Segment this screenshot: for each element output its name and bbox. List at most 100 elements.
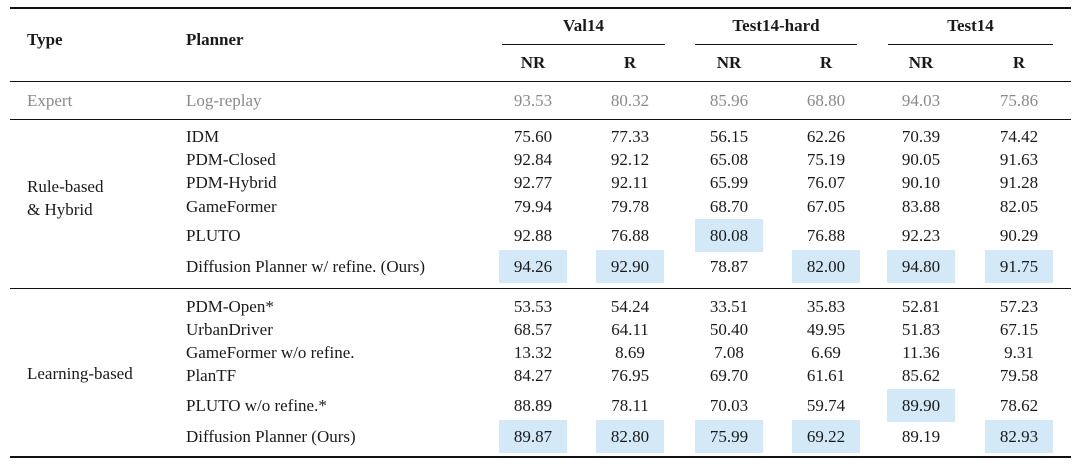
subcolumn-header: R bbox=[623, 53, 637, 72]
section-type-label: & Hybrid bbox=[27, 200, 93, 219]
table-cell-value: 56.15 bbox=[709, 127, 749, 146]
table-cell-value: 79.94 bbox=[513, 197, 553, 216]
table-cell-value: 89.87 bbox=[513, 427, 553, 446]
group-underline-1 bbox=[502, 44, 665, 45]
table-cell-value: 91.28 bbox=[999, 173, 1039, 192]
group-underline-2 bbox=[695, 44, 857, 45]
table-cell-value: 85.62 bbox=[901, 366, 941, 385]
table-cell-value: 78.62 bbox=[999, 396, 1039, 415]
table-cell-value: 13.32 bbox=[513, 343, 553, 362]
table-cell-value: 82.05 bbox=[999, 197, 1039, 216]
highlight-box bbox=[887, 389, 955, 422]
table-cell-value: 54.24 bbox=[610, 297, 650, 316]
table-cell-value: 51.83 bbox=[901, 320, 941, 339]
section-type-label: Learning-based bbox=[27, 364, 133, 383]
section-rule-2 bbox=[10, 288, 1071, 289]
table-cell-value: 91.75 bbox=[999, 257, 1039, 276]
table-cell-value: 53.53 bbox=[513, 297, 553, 316]
table-cell-value: 75.99 bbox=[709, 427, 749, 446]
table-cell-value: 82.00 bbox=[806, 257, 846, 276]
table-cell-value: 92.84 bbox=[513, 150, 553, 169]
planner-name: IDM bbox=[186, 127, 220, 146]
table-cell-value: 75.60 bbox=[513, 127, 553, 146]
table-cell-value: 82.93 bbox=[999, 427, 1039, 446]
table-cell-value: 76.07 bbox=[806, 173, 846, 192]
table-cell-value: 65.08 bbox=[709, 150, 749, 169]
highlight-box bbox=[499, 420, 567, 453]
table-cell-value: 89.90 bbox=[901, 396, 941, 415]
table-cell-value: 35.83 bbox=[806, 297, 846, 316]
table-cell-value: 90.10 bbox=[901, 173, 941, 192]
planner-name: UrbanDriver bbox=[186, 320, 273, 339]
column-group-header: Test14 bbox=[947, 16, 994, 35]
planner-name: Diffusion Planner (Ours) bbox=[186, 427, 356, 446]
highlight-box bbox=[792, 250, 860, 283]
table-cell-value: 90.29 bbox=[999, 226, 1039, 245]
table-cell-value: 77.33 bbox=[610, 127, 650, 146]
subcolumn-header: R bbox=[1012, 53, 1026, 72]
table-cell-value: 90.05 bbox=[901, 150, 941, 169]
table-cell-value: 84.27 bbox=[513, 366, 553, 385]
column-header-planner: Planner bbox=[186, 30, 244, 49]
table-cell-value: 83.88 bbox=[901, 197, 941, 216]
table-cell-value: 94.80 bbox=[901, 257, 941, 276]
header-bottom-rule bbox=[10, 81, 1071, 82]
table-cell-value: 70.39 bbox=[901, 127, 941, 146]
section-type-label: Rule-based bbox=[27, 177, 104, 196]
highlight-box bbox=[985, 420, 1053, 453]
table-cell-value: 65.99 bbox=[709, 173, 749, 192]
table-cell-value: 70.03 bbox=[709, 396, 749, 415]
planner-name: GameFormer w/o refine. bbox=[186, 343, 355, 362]
table-cell-value: 49.95 bbox=[806, 320, 846, 339]
table-cell-value: 33.51 bbox=[709, 297, 749, 316]
subcolumn-header: NR bbox=[716, 53, 742, 72]
table-cell-value: 92.12 bbox=[610, 150, 650, 169]
group-underline-3 bbox=[888, 44, 1053, 45]
table-cell-value: 68.70 bbox=[709, 197, 749, 216]
highlight-box bbox=[792, 420, 860, 453]
table-cell-value: 61.61 bbox=[806, 366, 846, 385]
table-cell-value: 50.40 bbox=[709, 320, 749, 339]
table-cell-value: 9.31 bbox=[1004, 343, 1034, 362]
column-group-header: Test14-hard bbox=[732, 16, 820, 35]
table-cell-value: 92.88 bbox=[513, 226, 553, 245]
planner-name: PDM-Closed bbox=[186, 150, 276, 169]
top-rule bbox=[10, 7, 1071, 9]
highlight-box bbox=[499, 250, 567, 283]
subcolumn-header: NR bbox=[520, 53, 546, 72]
expert-value: 93.53 bbox=[513, 91, 553, 110]
table-cell-value: 62.26 bbox=[806, 127, 846, 146]
planner-name: PDM-Open* bbox=[186, 297, 274, 316]
highlight-box bbox=[695, 219, 763, 252]
table-cell-value: 64.11 bbox=[611, 320, 649, 339]
table-cell-value: 74.42 bbox=[999, 127, 1039, 146]
highlight-box bbox=[985, 250, 1053, 283]
table-cell-value: 76.88 bbox=[806, 226, 846, 245]
table-cell-value: 67.05 bbox=[806, 197, 846, 216]
table-cell-value: 88.89 bbox=[513, 396, 553, 415]
expert-type: Expert bbox=[27, 91, 73, 110]
highlight-box bbox=[596, 250, 664, 283]
highlight-box bbox=[887, 250, 955, 283]
planner-name: PLUTO bbox=[186, 226, 241, 245]
table-cell-value: 8.69 bbox=[615, 343, 645, 362]
table-cell-value: 79.78 bbox=[610, 197, 650, 216]
bottom-rule bbox=[10, 456, 1071, 458]
table-cell-value: 52.81 bbox=[901, 297, 941, 316]
table-cell-value: 68.57 bbox=[513, 320, 553, 339]
table-cell-value: 69.70 bbox=[709, 366, 749, 385]
planner-name: PLUTO w/o refine.* bbox=[186, 396, 327, 415]
table-cell-value: 92.77 bbox=[513, 173, 553, 192]
expert-value: 94.03 bbox=[901, 91, 941, 110]
table-cell-value: 92.23 bbox=[901, 226, 941, 245]
table-cell-value: 67.15 bbox=[999, 320, 1039, 339]
highlight-box bbox=[596, 420, 664, 453]
expert-value: 85.96 bbox=[709, 91, 749, 110]
table-cell-value: 76.95 bbox=[610, 366, 650, 385]
table-cell-value: 89.19 bbox=[901, 427, 941, 446]
table-cell-value: 57.23 bbox=[999, 297, 1039, 316]
table-cell-value: 69.22 bbox=[806, 427, 846, 446]
table-cell-value: 79.58 bbox=[999, 366, 1039, 385]
column-header-type: Type bbox=[27, 30, 63, 49]
